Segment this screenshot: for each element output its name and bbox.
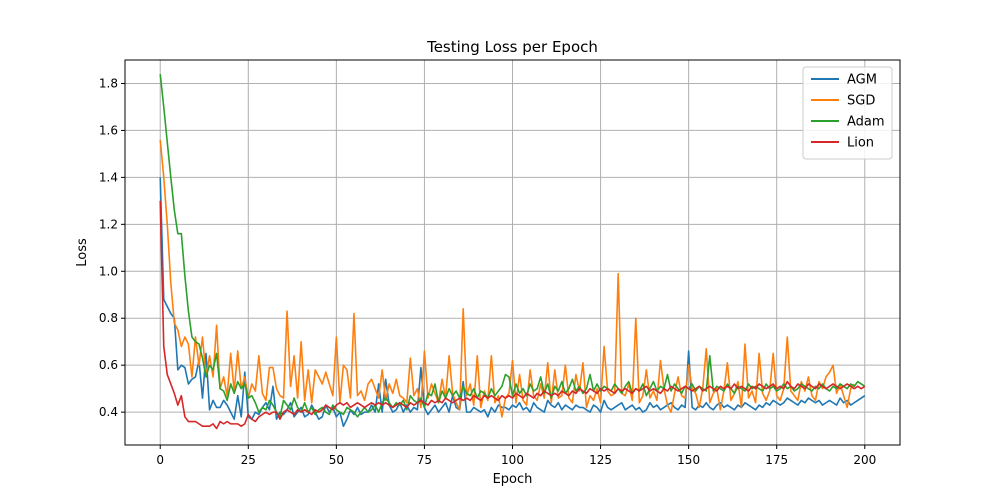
x-tick-label: 0	[156, 453, 164, 467]
y-tick-label: 0.6	[99, 358, 118, 372]
legend-label-lion: Lion	[847, 136, 874, 151]
x-tick-label: 100	[501, 453, 524, 467]
x-tick-label: 50	[329, 453, 344, 467]
x-tick-label: 150	[677, 453, 700, 467]
y-tick-label: 1.0	[99, 264, 118, 278]
x-axis-label: Epoch	[493, 472, 533, 487]
legend-box	[802, 66, 893, 160]
y-tick-label: 0.8	[99, 311, 118, 325]
x-tick-label: 125	[589, 453, 612, 467]
x-tick-label: 200	[853, 453, 876, 467]
x-tick-label: 75	[417, 453, 432, 467]
y-tick-label: 1.8	[99, 76, 118, 90]
chart-title: Testing Loss per Epoch	[426, 38, 598, 56]
series-line-lion	[159, 200, 866, 430]
series-line-agm	[159, 177, 866, 428]
series-lines	[159, 74, 866, 430]
legend-label-agm: AGM	[847, 73, 877, 88]
y-tick-label: 1.4	[99, 170, 118, 184]
legend-label-adam: Adam	[847, 115, 885, 130]
y-tick-label: 1.6	[99, 123, 118, 137]
axis-ticks: 0 25 50 75 100 125 150 175 200 0.4 0.6 0.8 1.0 1.2 1.4…	[99, 76, 876, 467]
x-tick-label: 175	[765, 453, 788, 467]
y-axis-label: Loss	[75, 238, 90, 267]
y-tick-label: 0.4	[99, 405, 118, 419]
legend-label-sgd: SGD	[847, 94, 875, 109]
x-tick-label: 25	[241, 453, 256, 467]
legend: AGM SGD Adam Lion	[802, 66, 893, 160]
y-tick-label: 1.2	[99, 217, 118, 231]
